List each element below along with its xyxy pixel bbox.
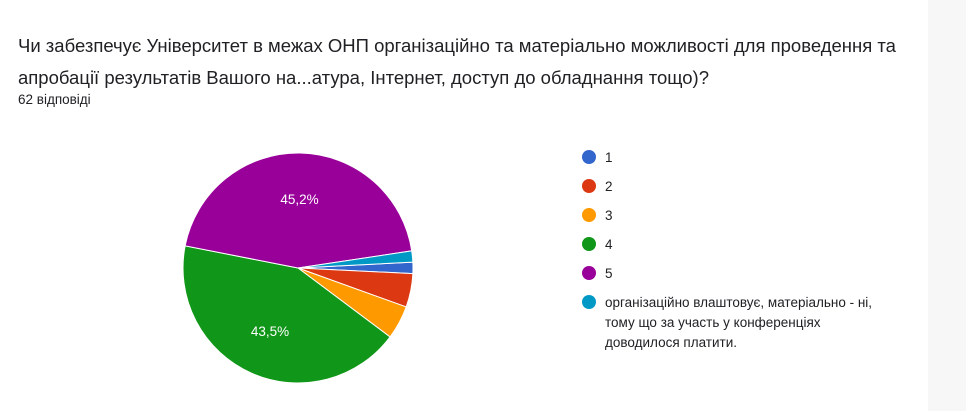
legend-label: організаційно влаштовує, матеріально - н… (605, 295, 873, 350)
legend-item[interactable]: організаційно влаштовує, матеріально - н… (582, 293, 902, 353)
pie-slice-5[interactable] (184, 152, 413, 269)
response-count: 62 відповіді (18, 92, 91, 107)
legend-color-swatch (582, 295, 596, 309)
legend-item[interactable]: 3 (582, 206, 902, 226)
legend-color-swatch (582, 150, 596, 164)
legend-color-swatch (582, 237, 596, 251)
slice-value-label: 45,2% (280, 192, 318, 207)
legend-label: 3 (605, 208, 613, 223)
legend-label: 4 (605, 237, 613, 252)
legend-color-swatch (582, 266, 596, 280)
legend-color-swatch (582, 208, 596, 222)
legend-item[interactable]: 2 (582, 177, 902, 197)
legend-label: 5 (605, 266, 613, 281)
page-margin (928, 0, 966, 411)
legend-color-swatch (582, 179, 596, 193)
legend-label: 2 (605, 179, 613, 194)
question-title: Чи забезпечує Університет в межах ОНП ор… (18, 35, 896, 88)
legend-item[interactable]: 4 (582, 235, 902, 255)
slice-value-label: 43,5% (251, 324, 289, 339)
legend-label: 1 (605, 150, 613, 165)
legend-item[interactable]: 1 (582, 148, 902, 168)
pie-slice-організаційн[interactable] (297, 250, 414, 269)
legend-item[interactable]: 5 (582, 264, 902, 284)
chart-card (0, 0, 928, 411)
chart-legend: 1 2 3 4 5 організаційно влаштовує, матеріальн… (582, 148, 902, 362)
pie-slice-4[interactable] (182, 245, 391, 384)
